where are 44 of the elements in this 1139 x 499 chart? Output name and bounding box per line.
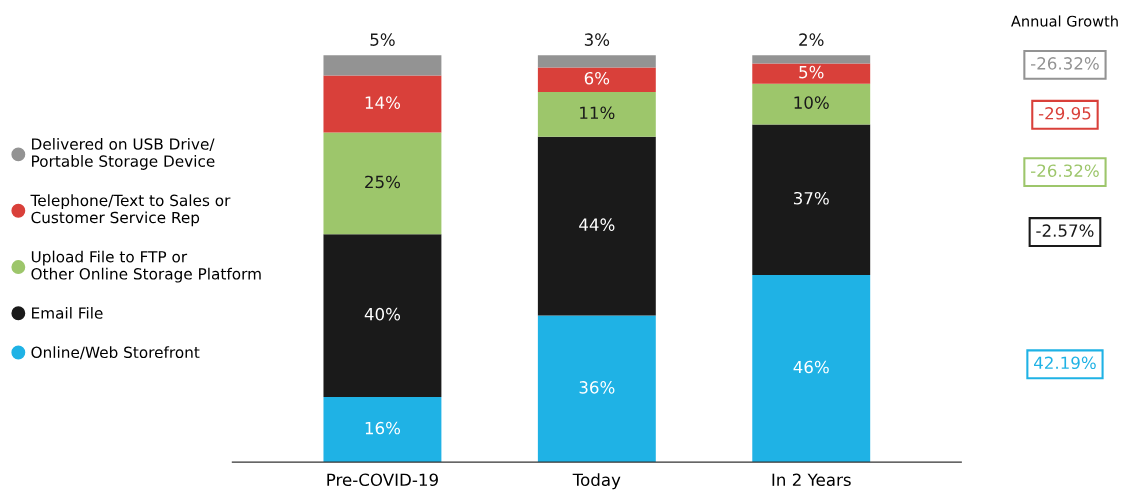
bar xyxy=(537,315,656,463)
text: -2.57% xyxy=(1036,224,1094,237)
data-label: 11% xyxy=(580,106,615,120)
legend-label: Email File xyxy=(32,307,103,319)
bar xyxy=(752,55,871,64)
data-label: 37% xyxy=(793,191,829,205)
data-label: 6% xyxy=(584,71,610,85)
legend-label: Online/Web Storefront xyxy=(31,346,200,360)
bar xyxy=(752,274,871,463)
bar xyxy=(537,67,656,92)
bar xyxy=(323,75,442,133)
x-tick-label: Pre-COVID-19 xyxy=(327,473,438,487)
text: -29.95 xyxy=(1038,107,1091,120)
bar xyxy=(323,55,442,76)
data-label: 16% xyxy=(365,421,401,435)
bar xyxy=(537,136,656,316)
data-label: 46% xyxy=(793,360,829,374)
bar xyxy=(537,55,656,68)
bar xyxy=(323,132,442,235)
data-label: 3% xyxy=(584,33,610,46)
legend-label: Telephone/Text to Sales or Customer Service Rep xyxy=(30,194,231,227)
bar xyxy=(323,396,442,463)
data-label: 40% xyxy=(364,307,401,321)
bar xyxy=(752,63,871,84)
data-label: 10% xyxy=(794,96,829,109)
x-tick-label: Today xyxy=(572,473,621,490)
text: -26.32% xyxy=(1031,57,1099,70)
data-label: 36% xyxy=(579,381,615,394)
legend-label: Upload File to FTP or Other Online Storage Platform xyxy=(31,250,261,283)
bar xyxy=(323,234,442,397)
text: -26.32% xyxy=(1031,164,1099,177)
text: Annual Growth xyxy=(1011,15,1118,27)
bar xyxy=(752,124,871,275)
data-label: 14% xyxy=(365,96,401,109)
data-label: 2% xyxy=(799,33,824,46)
bar xyxy=(537,91,656,137)
data-label: 44% xyxy=(579,218,615,231)
legend-label: Delivered on USB Drive/ Portable Storage Device xyxy=(32,137,215,170)
data-label: 5% xyxy=(799,65,824,79)
text: 42.19% xyxy=(1034,356,1096,370)
data-label: 25% xyxy=(365,175,401,189)
bar xyxy=(752,83,871,125)
data-label: 5% xyxy=(370,33,395,46)
x-tick-label: In 2 Years xyxy=(772,473,851,487)
